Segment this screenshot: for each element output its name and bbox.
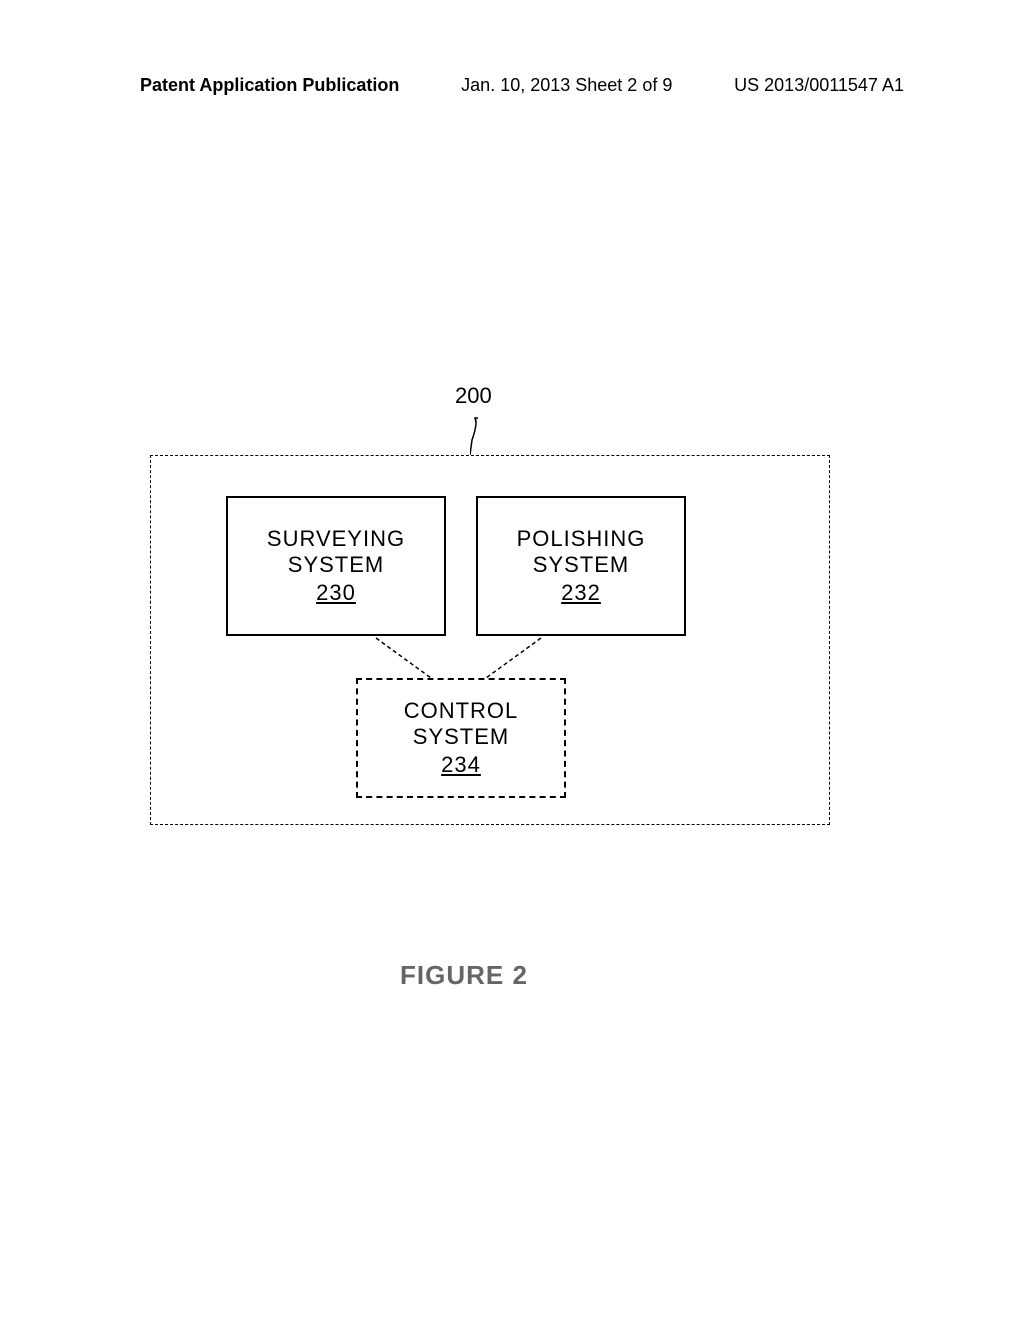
- polishing-subtitle: SYSTEM: [533, 552, 629, 578]
- system-diagram-container: SURVEYING SYSTEM 230 POLISHING SYSTEM 23…: [150, 455, 830, 825]
- header-patent-number: US 2013/0011547 A1: [734, 75, 904, 96]
- page-header: Patent Application Publication Jan. 10, …: [0, 75, 1024, 96]
- surveying-number: 230: [316, 580, 356, 606]
- surveying-subtitle: SYSTEM: [288, 552, 384, 578]
- polishing-title: POLISHING: [517, 526, 646, 552]
- figure-caption: FIGURE 2: [400, 960, 528, 991]
- control-subtitle: SYSTEM: [413, 724, 509, 750]
- control-title: CONTROL: [404, 698, 519, 724]
- polishing-system-box: POLISHING SYSTEM 232: [476, 496, 686, 636]
- header-publication: Patent Application Publication: [140, 75, 399, 96]
- connector-polishing-to-control: [481, 636, 551, 681]
- header-date-sheet: Jan. 10, 2013 Sheet 2 of 9: [461, 75, 672, 96]
- control-number: 234: [441, 752, 481, 778]
- surveying-title: SURVEYING: [267, 526, 405, 552]
- connector-surveying-to-control: [371, 636, 441, 681]
- control-system-box: CONTROL SYSTEM 234: [356, 678, 566, 798]
- surveying-system-box: SURVEYING SYSTEM 230: [226, 496, 446, 636]
- diagram-reference-number: 200: [455, 383, 492, 409]
- polishing-number: 232: [561, 580, 601, 606]
